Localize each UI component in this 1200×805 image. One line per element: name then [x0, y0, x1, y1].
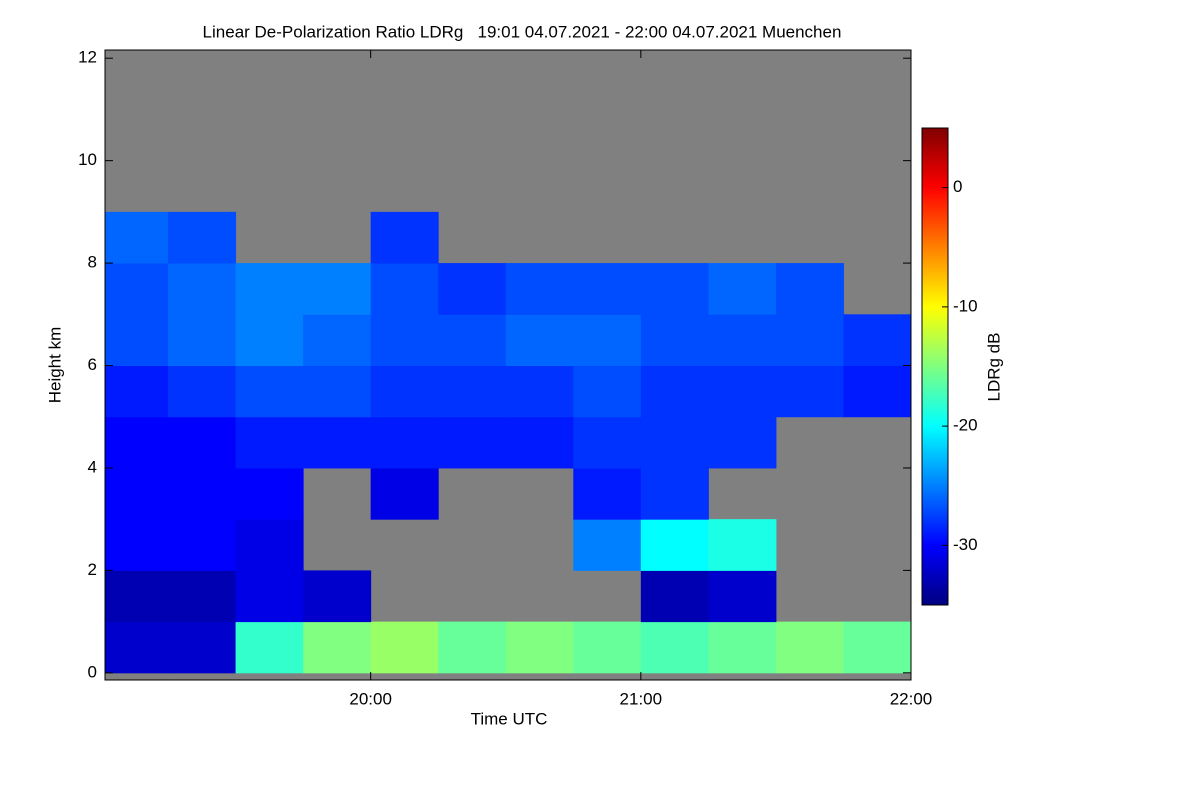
plot-frame	[104, 49, 912, 681]
y-tick-label: 10	[78, 150, 97, 169]
heatmap-cell	[105, 621, 169, 674]
x-tick-label: 20:00	[349, 689, 392, 708]
heatmap-cell	[105, 519, 169, 571]
heatmap-cell	[640, 467, 709, 520]
heatmap-cell	[843, 365, 912, 418]
heatmap-cell	[370, 365, 439, 418]
heatmap-cell	[573, 621, 642, 674]
y-tick-label: 0	[88, 662, 97, 681]
colorbar-label: LDRg dB	[984, 333, 1003, 402]
heatmap-cell	[640, 570, 709, 623]
heatmap-cell	[573, 519, 642, 571]
colorbar-tick-label: -10	[953, 296, 978, 315]
y-tick-label: 8	[88, 253, 97, 272]
heatmap-cell	[235, 365, 304, 418]
heatmap-cell	[235, 467, 304, 520]
heatmap-cell	[438, 263, 507, 315]
heatmap-cell	[708, 416, 777, 469]
heatmap-cell	[438, 365, 507, 418]
heatmap-cell	[708, 570, 777, 623]
heatmap-cell	[370, 467, 439, 520]
heatmap-cell	[168, 467, 237, 520]
heatmap-cell	[168, 621, 237, 674]
heatmap-cell	[105, 263, 169, 315]
heatmap-cell	[168, 314, 237, 367]
heatmap-cell	[775, 365, 844, 418]
heatmap-cell	[708, 365, 777, 418]
heatmap-cell	[303, 314, 372, 367]
heatmap-cell	[775, 621, 844, 674]
heatmap-cell	[573, 365, 642, 418]
heatmap-cell	[370, 211, 439, 264]
heatmap-cell	[105, 314, 169, 367]
heatmap-cell	[640, 314, 709, 367]
heatmap-cell	[235, 314, 304, 367]
x-tick-label: 21:00	[620, 689, 663, 708]
x-axis-label: Time UTC	[471, 709, 548, 728]
heatmap-cell	[573, 263, 642, 315]
heatmap-cell	[438, 621, 507, 674]
heatmap-cell	[303, 570, 372, 623]
heatmap-cell	[168, 570, 237, 623]
heatmap-cell	[843, 621, 912, 674]
heatmap-cell	[303, 416, 372, 469]
heatmap-cell	[438, 416, 507, 469]
heatmap-cell	[235, 621, 304, 674]
heatmap-cell	[775, 263, 844, 315]
colorbar-tick-label: 0	[953, 177, 962, 196]
colorbar	[921, 127, 949, 606]
colorbar-tick-label: -30	[953, 535, 978, 554]
heatmap-cell	[168, 365, 237, 418]
heatmap-cell	[708, 519, 777, 571]
heatmap-cell	[235, 570, 304, 623]
y-axis-label: Height km	[45, 327, 64, 404]
heatmap-cell	[505, 263, 574, 315]
heatmap-cell	[168, 416, 237, 469]
heatmap-cell	[370, 416, 439, 469]
heatmap-cell	[303, 263, 372, 315]
heatmap-cell	[105, 416, 169, 469]
y-tick-label: 6	[88, 355, 97, 374]
heatmap-cell	[640, 365, 709, 418]
heatmap-cell	[235, 263, 304, 315]
y-tick-label: 4	[88, 457, 97, 476]
heatmap-cell	[370, 621, 439, 674]
heatmap-cell	[168, 263, 237, 315]
heatmap-cell	[708, 621, 777, 674]
heatmap-cell	[303, 621, 372, 674]
heatmap-cell	[573, 314, 642, 367]
heatmap-cell	[168, 519, 237, 571]
heatmap-cell	[573, 467, 642, 520]
colorbar-tick-label: -20	[953, 416, 978, 435]
heatmap-cell	[370, 314, 439, 367]
heatmap-cell	[708, 314, 777, 367]
heatmap-cell	[505, 314, 574, 367]
heatmap-cell	[775, 314, 844, 367]
y-tick-label: 12	[78, 48, 97, 67]
x-tick-label: 22:00	[890, 689, 933, 708]
heatmap-cell	[505, 365, 574, 418]
heatmap-cell	[105, 211, 169, 264]
heatmap-cell	[168, 211, 237, 264]
heatmap-cell	[505, 621, 574, 674]
heatmap-cell	[505, 416, 574, 469]
heatmap-cell	[708, 263, 777, 315]
heatmap-cell	[640, 416, 709, 469]
heatmap-cell	[105, 467, 169, 520]
heatmap-cell	[105, 365, 169, 418]
heatmap-cell	[235, 416, 304, 469]
heatmap-cell	[640, 519, 709, 571]
heatmap-cell	[235, 519, 304, 571]
heatmap-cell	[573, 416, 642, 469]
heatmap-cell	[843, 314, 912, 367]
heatmap-cell	[370, 263, 439, 315]
chart-title: Linear De-Polarization Ratio LDRg 19:01 …	[203, 22, 842, 41]
heatmap-cell	[640, 263, 709, 315]
heatmap-cell	[105, 570, 169, 623]
heatmap-cell	[640, 621, 709, 674]
y-tick-label: 2	[88, 560, 97, 579]
heatmap-cell	[303, 365, 372, 418]
heatmap-cell	[438, 314, 507, 367]
